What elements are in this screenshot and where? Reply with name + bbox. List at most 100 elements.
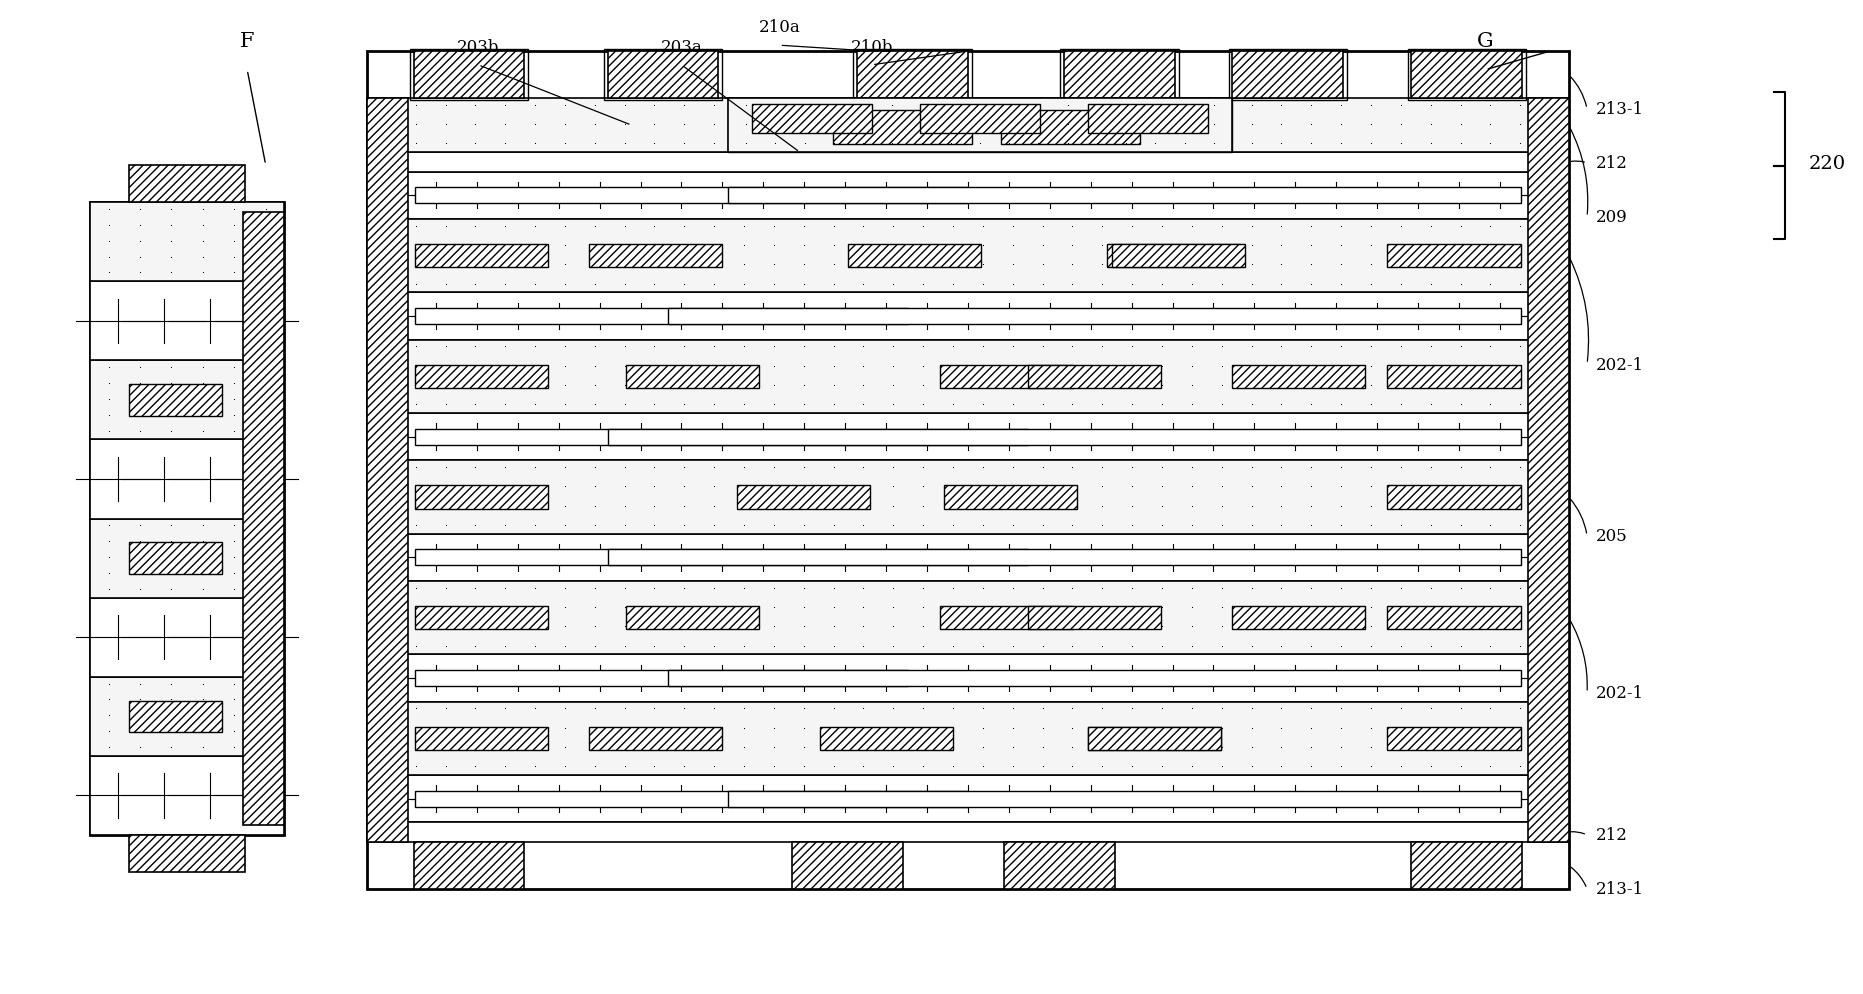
Bar (89, 598, 285, 677)
Bar (367, 655, 1569, 702)
Bar (367, 340, 1569, 414)
Bar (1088, 727, 1220, 750)
Bar (129, 385, 222, 416)
Text: 213-1: 213-1 (1597, 881, 1645, 898)
Bar (415, 365, 548, 389)
Bar (1412, 52, 1522, 99)
Bar (1528, 99, 1569, 842)
Bar (728, 99, 1231, 153)
Text: 213-1: 213-1 (1597, 101, 1645, 118)
Bar (1000, 111, 1140, 145)
Bar (367, 220, 1569, 293)
Bar (415, 671, 907, 686)
Text: F: F (240, 32, 255, 51)
Bar (89, 519, 285, 598)
Bar (738, 486, 870, 509)
Bar (89, 677, 285, 756)
Bar (728, 791, 1520, 807)
Bar (367, 99, 408, 842)
Bar (1228, 50, 1347, 101)
Bar (415, 791, 969, 807)
Bar (941, 606, 1073, 630)
Bar (753, 104, 872, 134)
Bar (415, 309, 907, 324)
Bar (589, 727, 723, 750)
Bar (415, 429, 1028, 445)
Bar (415, 486, 548, 509)
Bar (1088, 104, 1209, 134)
Bar (244, 213, 285, 825)
Bar (367, 461, 1569, 534)
Bar (857, 52, 969, 99)
Bar (89, 282, 285, 361)
Bar (1388, 606, 1520, 630)
Bar (367, 173, 1569, 220)
Bar (410, 50, 527, 101)
Bar (367, 534, 1569, 581)
Bar (823, 101, 982, 150)
Bar (589, 245, 723, 268)
Bar (415, 606, 548, 630)
Bar (414, 52, 524, 99)
Bar (920, 104, 1040, 134)
Bar (833, 111, 972, 145)
Bar (414, 842, 524, 889)
Bar (367, 99, 1569, 153)
Bar (367, 822, 1569, 842)
Bar (1028, 365, 1161, 389)
Bar (129, 835, 246, 873)
Bar (1388, 486, 1520, 509)
Bar (1412, 842, 1522, 889)
Bar (129, 543, 222, 575)
Bar (607, 429, 1520, 445)
Text: 210a: 210a (758, 19, 801, 37)
Text: 212: 212 (1597, 155, 1628, 172)
Text: 202-1: 202-1 (1597, 356, 1645, 373)
Text: G: G (1477, 32, 1494, 51)
Bar (89, 203, 285, 835)
Bar (604, 50, 723, 101)
Bar (415, 550, 1028, 566)
Text: 203a: 203a (661, 39, 702, 56)
Bar (1388, 365, 1520, 389)
Text: 220: 220 (1809, 155, 1846, 173)
Bar (1088, 727, 1220, 750)
Bar (1231, 52, 1343, 99)
Bar (367, 293, 1569, 340)
Bar (129, 701, 222, 733)
Bar (89, 440, 285, 519)
Bar (607, 550, 1520, 566)
Bar (1107, 245, 1239, 268)
Bar (367, 581, 1569, 655)
Bar (667, 309, 1520, 324)
Bar (1408, 50, 1526, 101)
Bar (728, 188, 1520, 204)
Bar (945, 486, 1077, 509)
Bar (1060, 50, 1179, 101)
Bar (848, 245, 982, 268)
Bar (1028, 606, 1161, 630)
Bar (367, 775, 1569, 822)
Bar (1388, 727, 1520, 750)
Bar (626, 606, 758, 630)
Text: 210b: 210b (851, 39, 892, 56)
Bar (89, 361, 285, 440)
Bar (853, 50, 972, 101)
Bar (367, 52, 1569, 889)
Bar (1112, 245, 1244, 268)
Bar (667, 671, 1520, 686)
Bar (367, 702, 1569, 775)
Bar (1064, 52, 1176, 99)
Bar (792, 842, 904, 889)
Bar (367, 153, 1569, 173)
Text: 205: 205 (1597, 528, 1628, 545)
Text: 202-1: 202-1 (1597, 685, 1645, 702)
Bar (1004, 842, 1114, 889)
Bar (820, 727, 954, 750)
Bar (991, 101, 1149, 150)
Bar (607, 52, 719, 99)
Bar (415, 727, 548, 750)
Bar (367, 414, 1569, 461)
Bar (89, 203, 285, 282)
Bar (415, 245, 548, 268)
